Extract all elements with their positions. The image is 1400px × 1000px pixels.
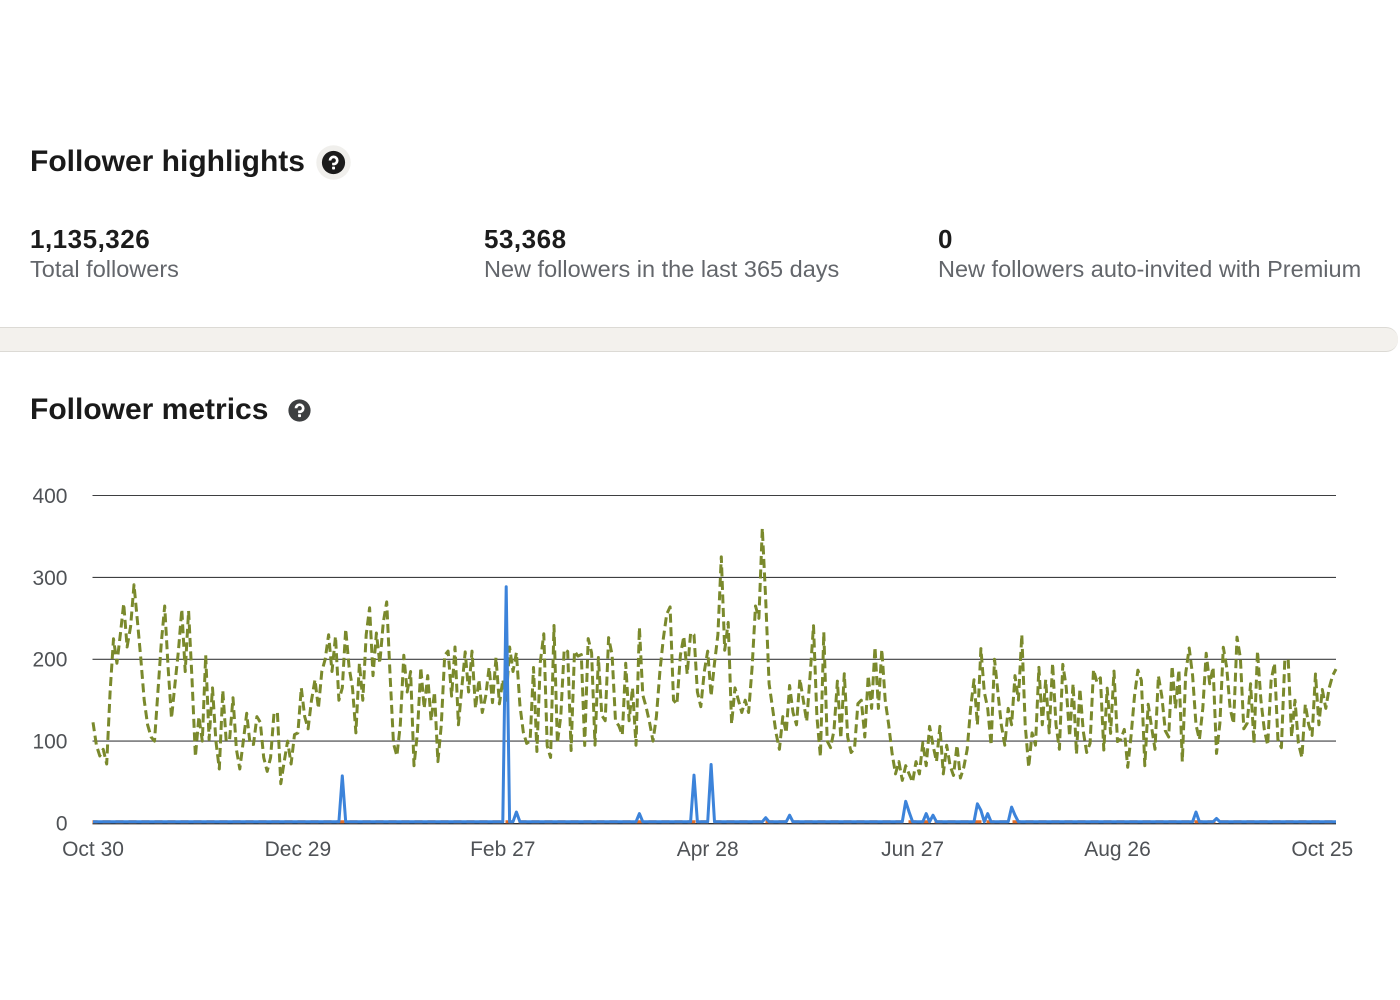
svg-text:Aug 26: Aug 26 (1084, 838, 1151, 861)
svg-text:Apr 28: Apr 28 (677, 838, 739, 861)
svg-text:Oct 30: Oct 30 (62, 838, 124, 861)
svg-text:300: 300 (32, 567, 67, 590)
svg-text:400: 400 (32, 485, 67, 508)
svg-text:Jun 27: Jun 27 (881, 838, 944, 861)
svg-text:100: 100 (32, 731, 67, 754)
svg-text:200: 200 (32, 649, 67, 672)
svg-text:0: 0 (56, 813, 68, 836)
svg-text:Feb 27: Feb 27 (470, 838, 535, 861)
svg-text:Oct 25: Oct 25 (1291, 838, 1353, 861)
svg-text:Dec 29: Dec 29 (265, 838, 332, 861)
